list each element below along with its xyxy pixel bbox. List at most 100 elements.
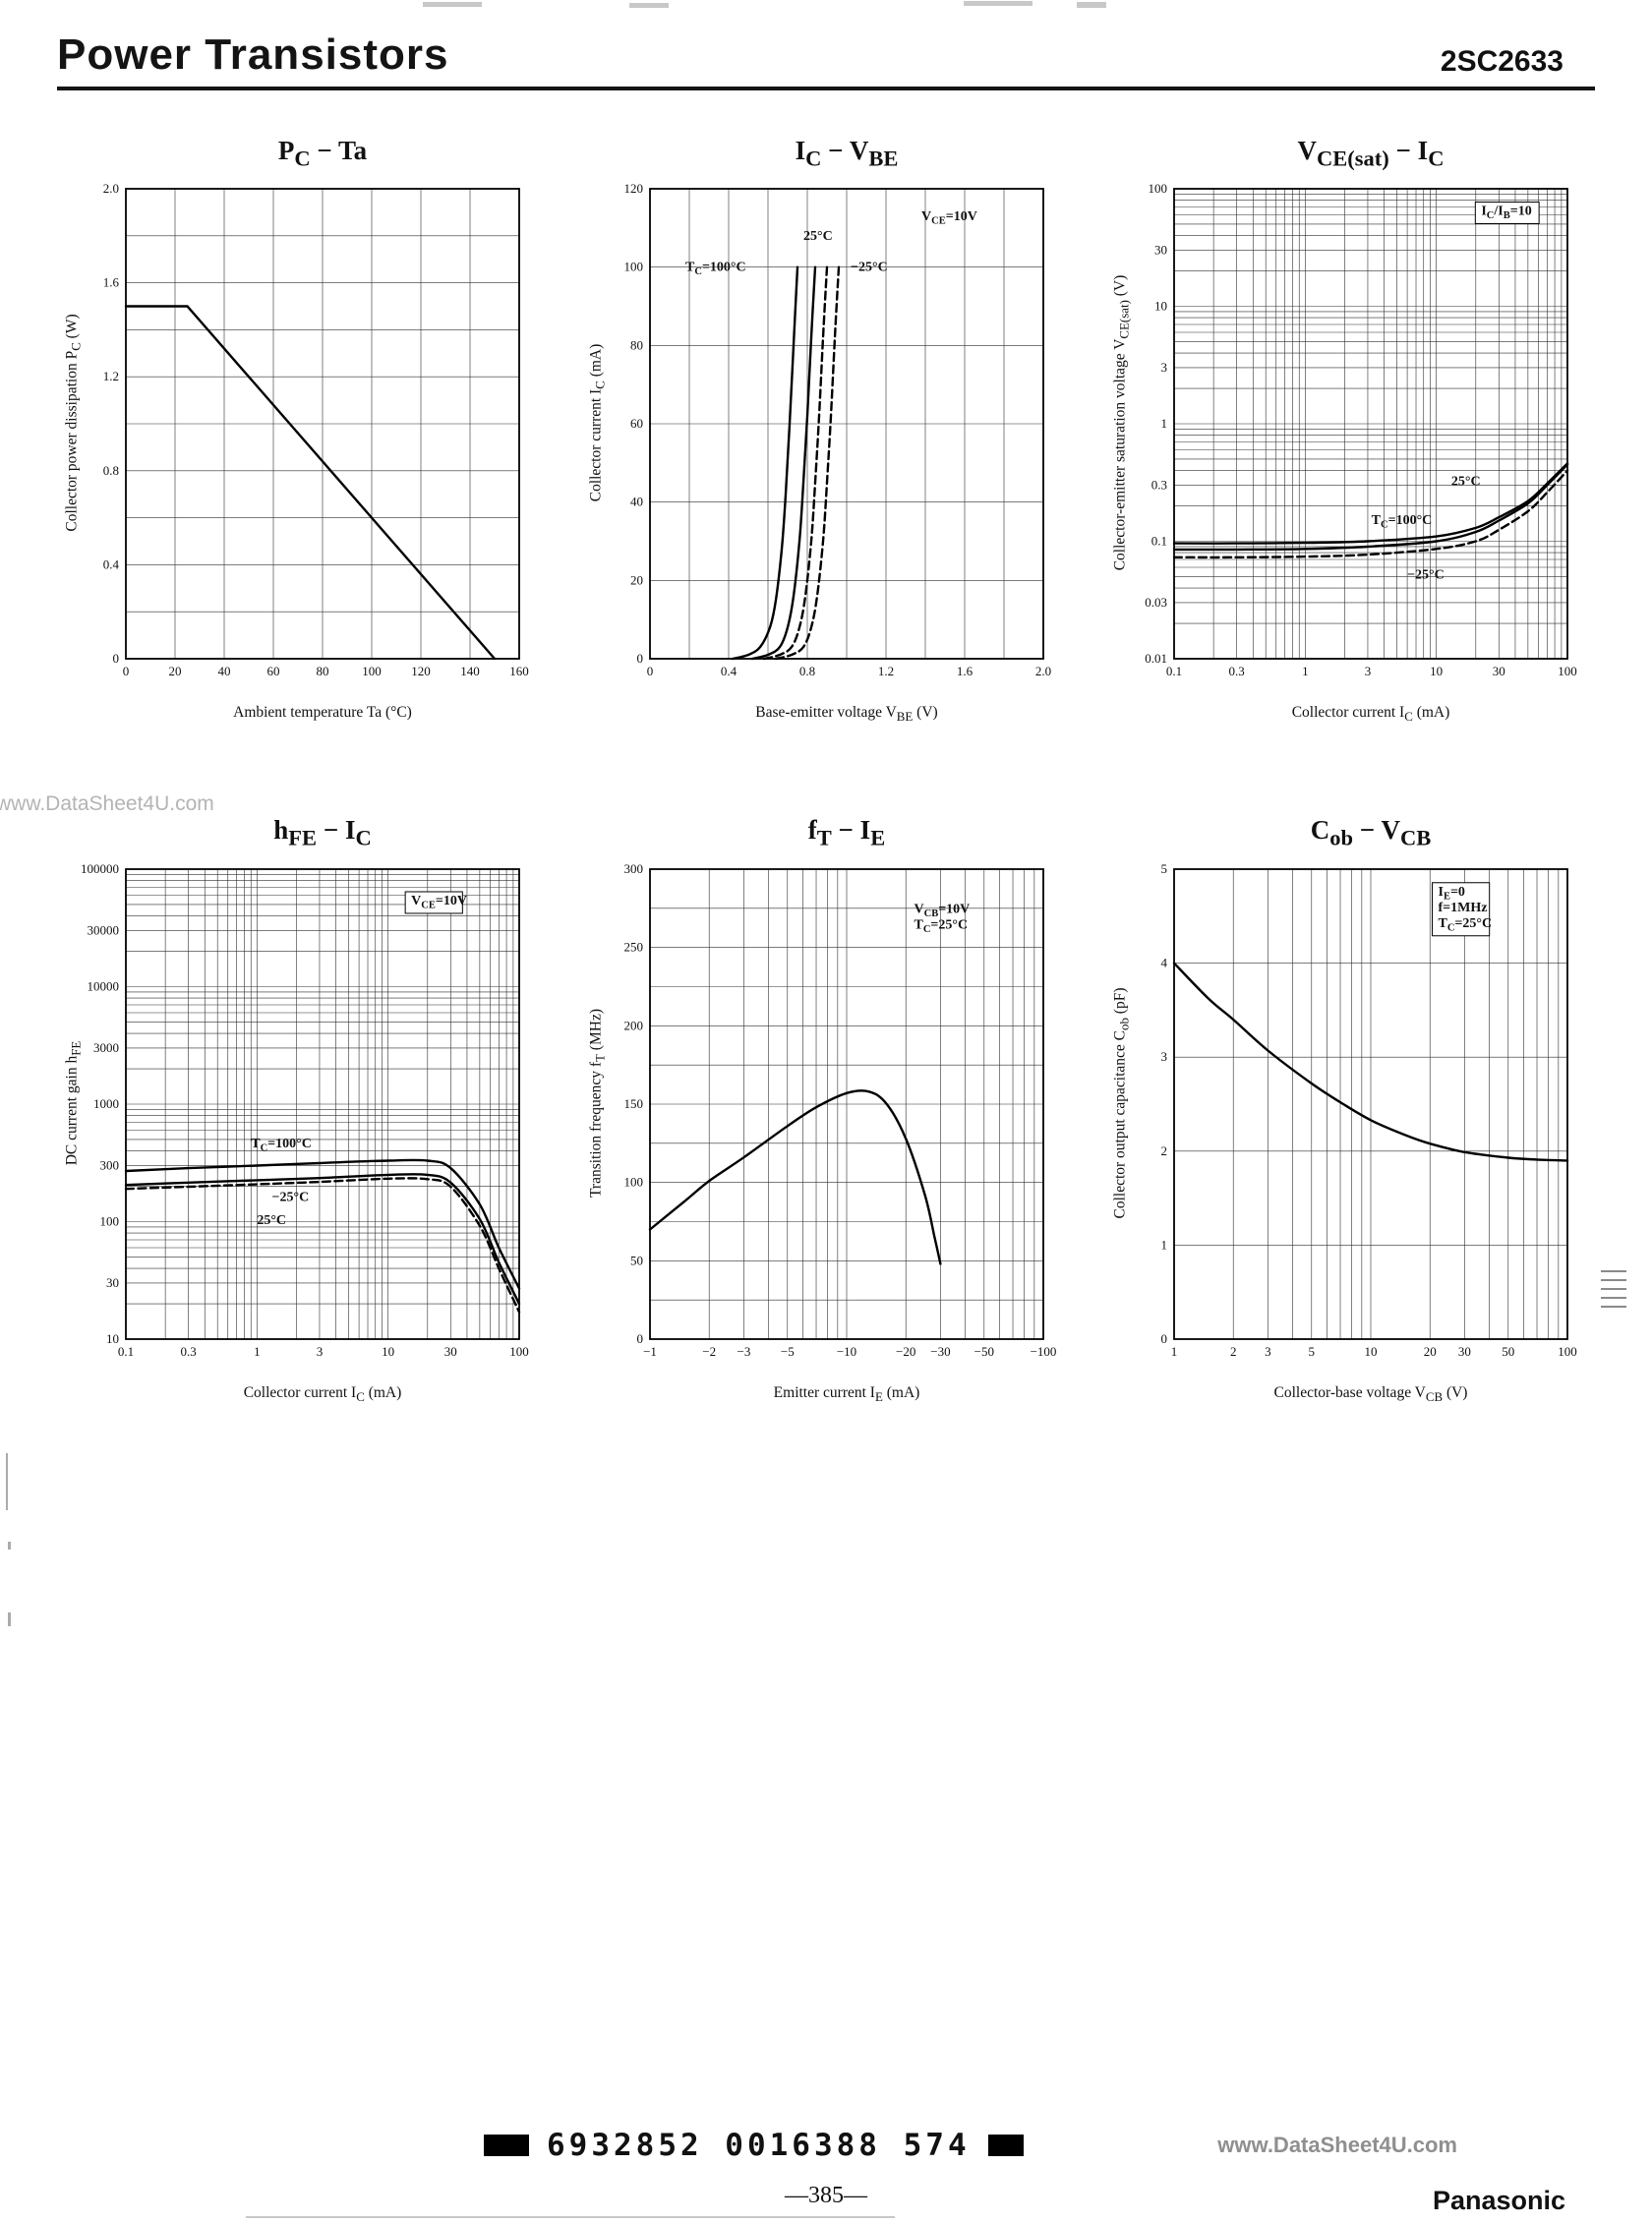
svg-text:120: 120 <box>624 181 644 196</box>
svg-text:VCE=10V: VCE=10V <box>411 894 467 911</box>
svg-text:0.1: 0.1 <box>1166 664 1182 678</box>
svg-text:100: 100 <box>100 1213 120 1228</box>
chart-title: VCE(sat) − IC <box>1297 136 1445 171</box>
x-axis-label: Collector-base voltage VCB (V) <box>1273 1383 1468 1404</box>
svg-text:5: 5 <box>1161 861 1168 876</box>
svg-text:0.3: 0.3 <box>1151 478 1167 493</box>
svg-text:2: 2 <box>1230 1344 1237 1359</box>
svg-text:3: 3 <box>1161 360 1168 375</box>
print-artifact <box>629 3 669 8</box>
svg-text:3: 3 <box>1161 1049 1168 1064</box>
svg-text:300: 300 <box>624 861 644 876</box>
page-header: Power Transistors 2SC2633 <box>0 0 1652 77</box>
x-axis-label: Collector current IC (mA) <box>243 1383 402 1404</box>
svg-text:1: 1 <box>254 1344 261 1359</box>
svg-text:1: 1 <box>1302 664 1309 678</box>
svg-text:100: 100 <box>624 260 644 274</box>
svg-text:25°C: 25°C <box>803 229 833 244</box>
y-axis-label: Transition frequency fT (MHz) <box>587 1008 608 1198</box>
charts-grid: PC − Ta 0 20 40 60 80 100 120 140 160 0 0.4 0.8 1.2 1… <box>0 136 1652 1405</box>
svg-text:1.2: 1.2 <box>103 370 119 384</box>
svg-text:0.4: 0.4 <box>721 664 738 678</box>
svg-text:30: 30 <box>1493 664 1505 678</box>
svg-text:1.2: 1.2 <box>878 664 894 678</box>
svg-text:−25°C: −25°C <box>1407 568 1445 583</box>
svg-text:160: 160 <box>509 664 529 678</box>
y-axis-label: Collector output capacitance Cob (pF) <box>1111 987 1132 1219</box>
svg-text:2.0: 2.0 <box>103 181 119 196</box>
svg-text:1.6: 1.6 <box>957 664 974 678</box>
svg-text:0.3: 0.3 <box>180 1344 196 1359</box>
svg-text:3: 3 <box>1365 664 1372 678</box>
svg-text:20: 20 <box>1424 1344 1437 1359</box>
svg-text:60: 60 <box>630 416 643 431</box>
svg-text:40: 40 <box>218 664 231 678</box>
svg-text:TC=100°C: TC=100°C <box>685 261 746 278</box>
svg-text:0.8: 0.8 <box>799 664 815 678</box>
svg-text:3000: 3000 <box>93 1040 119 1055</box>
svg-text:0.1: 0.1 <box>118 1344 134 1359</box>
chart-ic-vbe: IC − VBE 0 0.4 0.8 1.2 1.6 2.0 0 20 40 60 80 100 120… <box>585 136 1067 725</box>
chart-vcesat-ic: VCE(sat) − IC 0.1 0.3 1 3 10 30 100 0.01 0.03 0.1… <box>1109 136 1591 725</box>
plot-svg: 0.1 0.3 1 3 10 30 100 10 30 100 300 1000 3000 10000 30… <box>81 861 529 1359</box>
barcode-digits: 6932852 0016388 574 <box>547 2128 971 2163</box>
svg-text:30: 30 <box>106 1275 119 1290</box>
svg-text:30: 30 <box>1154 243 1167 258</box>
print-artifact <box>423 2 482 7</box>
y-axis-label: DC current gain hFE <box>63 1040 84 1166</box>
plot-svg: 0 0.4 0.8 1.2 1.6 2.0 0 20 40 60 80 100 120 VCE=10V 25… <box>624 181 1052 678</box>
svg-text:−5: −5 <box>781 1344 795 1359</box>
footer-bottom-row: —385— Panasonic <box>0 2183 1652 2216</box>
svg-text:VCE=10V: VCE=10V <box>921 209 977 227</box>
chart-title: Cob − VCB <box>1310 815 1432 850</box>
plot-svg: −1 −2 −3 −5 −10 −20 −30 −50 −100 0 50 100 150 200 250 3… <box>624 861 1057 1359</box>
svg-text:0: 0 <box>637 651 644 666</box>
page-number: —385— <box>785 2183 867 2208</box>
svg-text:100: 100 <box>1558 664 1577 678</box>
svg-text:3: 3 <box>317 1344 324 1359</box>
plot-area: 0.1 0.3 1 3 10 30 100 0.01 0.03 0.1 0.3 1 3 10 30 100 IC… <box>1109 173 1591 704</box>
svg-text:0.01: 0.01 <box>1145 651 1167 666</box>
svg-text:80: 80 <box>630 338 643 353</box>
svg-text:−30: −30 <box>930 1344 950 1359</box>
svg-text:100: 100 <box>1558 1344 1577 1359</box>
svg-text:60: 60 <box>267 664 280 678</box>
watermark: www.DataSheet4U.com <box>0 792 214 815</box>
svg-text:250: 250 <box>624 940 644 955</box>
svg-text:0: 0 <box>1161 1331 1168 1346</box>
svg-text:20: 20 <box>169 664 182 678</box>
svg-text:TC=100°C: TC=100°C <box>1372 513 1433 531</box>
y-axis-label: Collector power dissipation PC (W) <box>63 314 84 533</box>
x-axis-label: Base-emitter voltage VBE (V) <box>755 704 938 725</box>
chart-hfe-ic: hFE − IC 0.1 0.3 1 3 10 30 100 10 30 100 300 1000 30… <box>61 815 543 1404</box>
svg-text:1: 1 <box>1161 416 1168 431</box>
svg-text:25°C: 25°C <box>1451 475 1481 490</box>
svg-text:5: 5 <box>1309 1344 1316 1359</box>
svg-text:1: 1 <box>1171 1344 1178 1359</box>
datasheet4u-link[interactable]: www.DataSheet4U.com <box>1217 2133 1457 2157</box>
header-rule <box>57 87 1595 90</box>
svg-text:0: 0 <box>113 651 120 666</box>
svg-text:0: 0 <box>123 664 130 678</box>
plot-svg: 0 20 40 60 80 100 120 140 160 0 0.4 0.8 1.2 1.6 2.0 <box>103 181 529 678</box>
print-artifact <box>8 1542 11 1550</box>
svg-text:−100: −100 <box>1031 1344 1057 1359</box>
chart-ft-ie: fT − IE −1 −2 −3 −5 −10 −20 −30 −50 −100 0 50 100 15… <box>585 815 1067 1404</box>
plot-area: 1 2 3 5 10 20 30 50 100 0 1 2 3 4 5 IE=0 f=1MHz TC=25°C C… <box>1109 853 1591 1384</box>
svg-text:100000: 100000 <box>81 861 119 876</box>
svg-text:1: 1 <box>1161 1237 1168 1252</box>
svg-text:100: 100 <box>362 664 382 678</box>
svg-text:−2: −2 <box>702 1344 716 1359</box>
svg-text:−25°C: −25°C <box>851 261 888 275</box>
print-artifact <box>8 1612 11 1626</box>
svg-text:f=1MHz: f=1MHz <box>1438 901 1487 915</box>
svg-text:100: 100 <box>1149 181 1168 196</box>
part-number: 2SC2633 <box>1440 45 1564 78</box>
svg-text:50: 50 <box>630 1253 643 1267</box>
svg-text:120: 120 <box>411 664 431 678</box>
svg-text:−3: −3 <box>738 1344 751 1359</box>
svg-text:1.6: 1.6 <box>103 275 120 290</box>
footer-barcode-row: 6932852 0016388 574 www.DataSheet4U.com <box>0 2128 1652 2163</box>
svg-text:IE=0: IE=0 <box>1438 885 1464 903</box>
